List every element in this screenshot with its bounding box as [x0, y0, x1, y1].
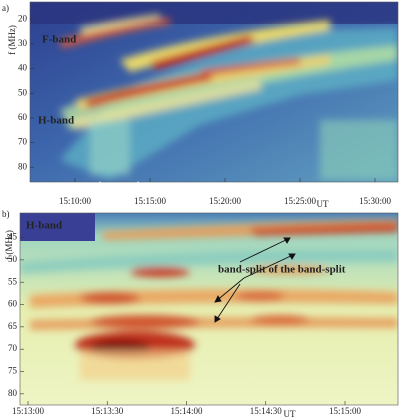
- annotation: band-split of the band-split: [218, 264, 346, 276]
- x-axis-label: UT: [317, 199, 329, 209]
- y-tick-label: 80: [18, 161, 28, 171]
- x-tick-label: 15:10:00: [59, 196, 92, 206]
- y-tick-label: 65: [8, 321, 18, 331]
- y-tick-label: 75: [8, 366, 18, 376]
- y-tick-label: 60: [8, 299, 18, 309]
- x-axis-label: UT: [284, 409, 296, 419]
- marker-arrow: [95, 181, 105, 195]
- y-tick-label: 60: [18, 112, 28, 122]
- y-tick-label: 50: [18, 87, 28, 97]
- annotation: F-band: [42, 34, 76, 46]
- y-tick-label: 70: [18, 137, 28, 147]
- spectrogram-a: [30, 2, 398, 182]
- annotation: H-band: [26, 220, 62, 232]
- x-tick-label: 15:13:30: [91, 406, 124, 416]
- y-tick-label: 70: [8, 343, 18, 353]
- annotation-arrows: [214, 237, 296, 323]
- y-tick-label: 55: [8, 276, 18, 286]
- x-tick-label: 15:13:00: [12, 406, 45, 416]
- y-tick-label: 40: [18, 63, 28, 73]
- y-tick-label: 30: [18, 38, 28, 48]
- y-axis-label: f (MHz): [4, 230, 14, 260]
- annotation: H-band: [38, 115, 74, 127]
- spectrogram-b: [20, 213, 398, 405]
- x-tick-label: 15:15:00: [134, 196, 167, 206]
- y-axis-label: f (MHz): [7, 25, 17, 55]
- y-tick-label: 80: [8, 388, 18, 398]
- x-tick-label: 15:15:00: [329, 406, 362, 416]
- y-tick-label: 50: [8, 254, 18, 264]
- y-tick-label: 45: [8, 232, 18, 242]
- x-tick-label: 15:20:00: [209, 196, 242, 206]
- x-tick-label: 15:30:00: [359, 196, 392, 206]
- plot-frame: [19, 212, 399, 406]
- marker-arrow: [133, 181, 143, 195]
- panel-label: a): [2, 3, 9, 13]
- x-tick-label: 15:14:00: [170, 406, 203, 416]
- y-tick-label: 20: [18, 13, 28, 23]
- x-tick-label: 15:25:00: [284, 196, 317, 206]
- x-tick-label: 15:14:30: [250, 406, 283, 416]
- plot-frame: [29, 1, 399, 183]
- panel-label: b): [2, 209, 10, 219]
